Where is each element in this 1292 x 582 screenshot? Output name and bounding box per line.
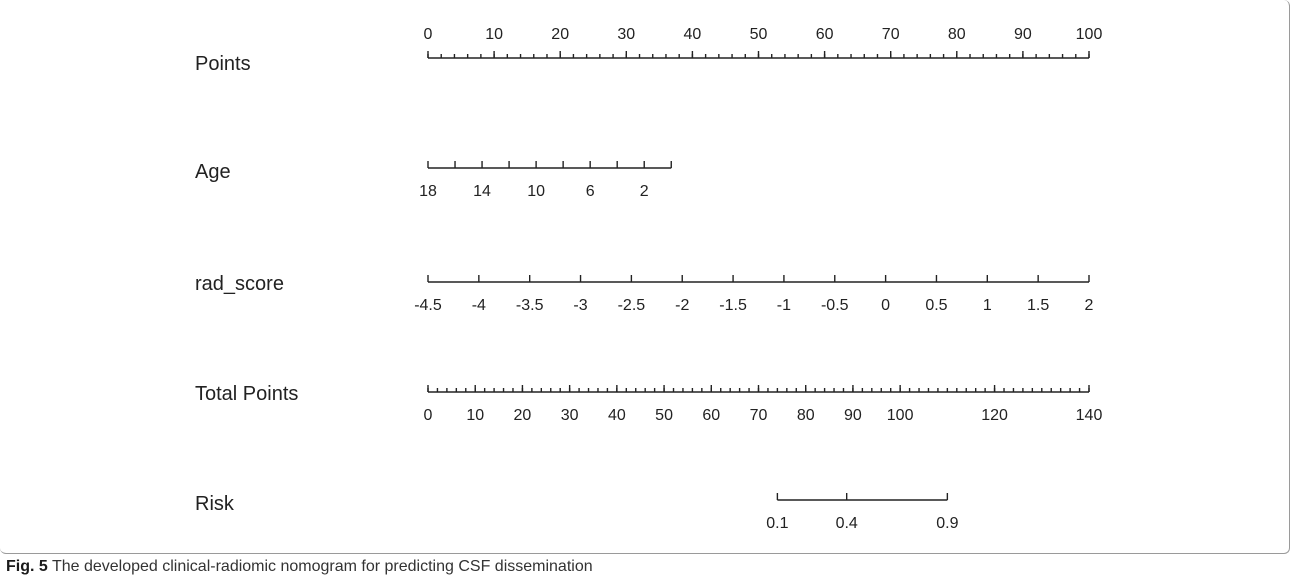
- rad-score-tick-label: 1.5: [1027, 297, 1049, 314]
- points-tick-label: 20: [551, 26, 569, 43]
- points-tick-label: 100: [1076, 26, 1103, 43]
- total-points-tick-label: 50: [655, 407, 673, 424]
- rad-score-tick-label: -0.5: [821, 297, 849, 314]
- total-points-tick-label: 20: [514, 407, 532, 424]
- age-row-label: Age: [195, 161, 231, 183]
- risk-tick-label: 0.1: [766, 515, 788, 532]
- rad-score-tick-label: -2.5: [618, 297, 646, 314]
- rad-score-tick-label: -1.5: [719, 297, 747, 314]
- points-tick-label: 60: [816, 26, 834, 43]
- points-tick-label: 10: [485, 26, 503, 43]
- age-tick-label: 6: [586, 183, 595, 200]
- rad-score-tick-label: 0: [881, 297, 890, 314]
- points-tick-label: 90: [1014, 26, 1032, 43]
- points-tick-label: 0: [424, 26, 433, 43]
- rad-score-tick-label: 1: [983, 297, 992, 314]
- points-tick-label: 70: [882, 26, 900, 43]
- rad-score-tick-label: -2: [675, 297, 689, 314]
- total-points-row-label: Total Points: [195, 383, 298, 405]
- total-points-tick-label: 10: [466, 407, 484, 424]
- rad-score-row-label: rad_score: [195, 273, 284, 295]
- rad-score-tick-label: 2: [1085, 297, 1094, 314]
- total-points-tick-label: 30: [561, 407, 579, 424]
- total-points-tick-label: 140: [1076, 407, 1103, 424]
- risk-tick-label: 0.9: [936, 515, 958, 532]
- rad-score-tick-label: -3.5: [516, 297, 544, 314]
- rad-score-tick-label: 0.5: [925, 297, 947, 314]
- total-points-tick-label: 100: [887, 407, 914, 424]
- rad-score-tick-label: -1: [777, 297, 791, 314]
- rad-score-tick-label: -4.5: [414, 297, 442, 314]
- total-points-tick-label: 70: [750, 407, 768, 424]
- points-row-label: Points: [195, 53, 251, 75]
- points-tick-label: 80: [948, 26, 966, 43]
- age-tick-label: 2: [640, 183, 649, 200]
- total-points-tick-label: 80: [797, 407, 815, 424]
- age-tick-label: 10: [527, 183, 545, 200]
- points-tick-label: 30: [617, 26, 635, 43]
- rad-score-tick-label: -4: [472, 297, 486, 314]
- figure-caption-text: The developed clinical-radiomic nomogram…: [51, 558, 593, 575]
- total-points-tick-label: 90: [844, 407, 862, 424]
- total-points-tick-label: 60: [702, 407, 720, 424]
- figure-caption-label: Fig. 5: [6, 558, 48, 575]
- total-points-tick-label: 0: [424, 407, 433, 424]
- rad-score-tick-label: -3: [573, 297, 587, 314]
- risk-tick-label: 0.4: [836, 515, 858, 532]
- total-points-tick-label: 120: [981, 407, 1008, 424]
- age-tick-label: 14: [473, 183, 491, 200]
- figure-frame: [0, 0, 1290, 554]
- risk-row-label: Risk: [195, 493, 235, 515]
- points-tick-label: 40: [684, 26, 702, 43]
- total-points-tick-label: 40: [608, 407, 626, 424]
- points-tick-label: 50: [750, 26, 768, 43]
- age-tick-label: 18: [419, 183, 437, 200]
- figure-caption: Fig. 5 The developed clinical-radiomic n…: [6, 554, 593, 580]
